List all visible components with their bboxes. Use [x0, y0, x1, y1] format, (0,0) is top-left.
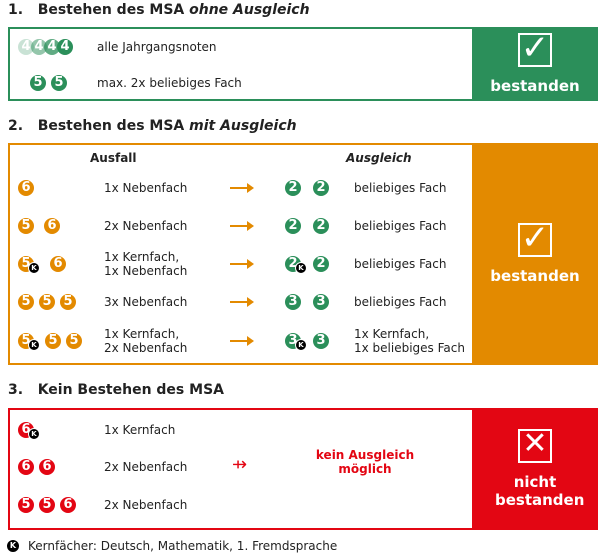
no-compensation-text: kein Ausgleich möglich: [315, 448, 415, 476]
grade-badge: 6: [60, 497, 76, 513]
footer-legend: K Kernfächer: Deutsch, Mathematik, 1. Fr…: [6, 539, 337, 553]
section-1-title: 1. Bestehen des MSA ohne Ausgleich: [8, 2, 310, 18]
grade-badge: 5: [60, 294, 76, 310]
checkbox-checked-icon: ✓: [518, 31, 552, 67]
grade-badge: 6: [39, 459, 55, 475]
arrow-right-icon: [230, 183, 254, 193]
core-subject-icon: K: [28, 428, 40, 440]
grade-badge: 3: [313, 333, 329, 349]
grade-badge: 6: [50, 256, 66, 272]
core-subject-icon: K: [295, 262, 307, 274]
grade-badge: 6: [44, 218, 60, 234]
grade-badge: 2: [313, 180, 329, 196]
section-3-status: ✕ nicht bestanden: [472, 408, 598, 530]
row-label: beliebiges Fach: [354, 219, 447, 233]
row-label: max. 2x beliebiges Fach: [97, 76, 242, 90]
core-subject-icon: K: [295, 339, 307, 351]
row-label: alle Jahrgangsnoten: [97, 40, 217, 54]
grade-badge: 4: [31, 39, 47, 55]
row-label: 1x Nebenfach: [104, 181, 188, 195]
arrow-right-icon: [230, 259, 254, 269]
row-label: 2x Nebenfach: [104, 219, 188, 233]
no-compensation-arrow-icon: ⇸: [232, 454, 248, 475]
grade-badge: 6: [18, 459, 34, 475]
grade-badge: 4: [57, 39, 73, 55]
row-label: 2x Nebenfach: [104, 460, 188, 474]
grade-badge: 5: [51, 75, 67, 91]
grade-badge: 3: [285, 294, 301, 310]
column-header-fail: Ausfall: [90, 151, 137, 165]
core-subject-icon: K: [6, 539, 20, 553]
section-3-box: ⇸ kein Ausgleich möglich 6 K 1x Kernfach 6 6…: [8, 408, 474, 530]
checkbox-crossed-icon: ✕: [518, 429, 552, 463]
section-3-title: 3. Kein Bestehen des MSA: [8, 382, 224, 398]
grade-badge: 5: [45, 333, 61, 349]
grade-badge: 5: [18, 294, 34, 310]
section-2-title: 2. Bestehen des MSA mit Ausgleich: [8, 118, 297, 134]
row-label: 1x Kernfach: [104, 423, 176, 437]
footer-text: Kernfächer: Deutsch, Mathematik, 1. Frem…: [28, 539, 338, 553]
grade-badge: 5: [66, 333, 82, 349]
grade-badge: 2: [285, 218, 301, 234]
section-2-status: ✓ bestanden: [472, 143, 598, 365]
core-subject-icon: K: [28, 339, 40, 351]
row-label: 1x Kernfach, 2x Nebenfach: [104, 327, 188, 355]
section-2-box: Ausfall Ausgleich 6 1x Nebenfach 2 2 beliebi…: [8, 143, 474, 365]
grade-badge: 4: [18, 39, 34, 55]
grade-badge: 2: [313, 256, 329, 272]
row-label: beliebiges Fach: [354, 181, 447, 195]
section-1-box: 4 4 4 4 alle Jahrgangsnoten 5 5 max. 2x beliebi…: [8, 27, 474, 101]
row-label: 2x Nebenfach: [104, 498, 188, 512]
grade-badge: 5: [18, 218, 34, 234]
row-label: 3x Nebenfach: [104, 295, 188, 309]
core-subject-icon: K: [28, 262, 40, 274]
grade-badge: 2: [285, 180, 301, 196]
column-header-compensation: Ausgleich: [346, 151, 412, 165]
section-1-status: ✓ bestanden: [472, 27, 598, 101]
row-label: beliebiges Fach: [354, 257, 447, 271]
grade-badge: 5: [18, 497, 34, 513]
grade-badge: 4: [44, 39, 60, 55]
arrow-right-icon: [230, 297, 254, 307]
grade-badge: 5: [39, 497, 55, 513]
grade-badge: 6: [18, 180, 34, 196]
arrow-right-icon: [230, 336, 254, 346]
row-label: 1x Kernfach, 1x beliebiges Fach: [354, 327, 465, 355]
grade-badge: 5: [39, 294, 55, 310]
grade-badge: 3: [313, 294, 329, 310]
grade-badge: 2: [313, 218, 329, 234]
checkbox-checked-icon: ✓: [518, 221, 552, 257]
arrow-right-icon: [230, 221, 254, 231]
row-label: beliebiges Fach: [354, 295, 447, 309]
grade-badge: 5: [30, 75, 46, 91]
row-label: 1x Kernfach, 1x Nebenfach: [104, 250, 188, 278]
